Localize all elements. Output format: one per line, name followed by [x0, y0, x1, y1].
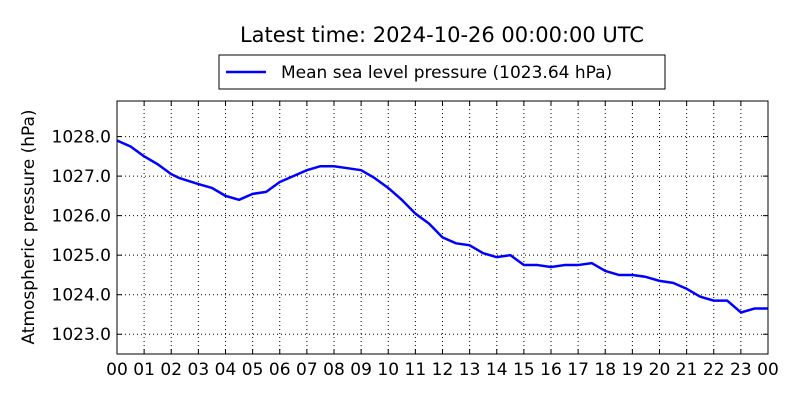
x-tick-label: 06: [269, 360, 291, 380]
x-tick-label: 00: [106, 360, 128, 380]
y-axis-label: Atmospheric pressure (hPa): [19, 109, 39, 344]
series-line-pressure: [116, 139, 768, 314]
x-tick-label: 19: [622, 360, 644, 380]
y-tick-label: 1024.0: [52, 286, 111, 306]
x-tick-label: 10: [377, 360, 399, 380]
x-tick-label: 08: [323, 360, 345, 380]
y-tick-labels: 1023.0 1024.0 1025.0 1026.0 1027.0 1028.0: [52, 128, 111, 346]
x-tick-label: 17: [567, 360, 589, 380]
x-tick-labels: 00 01 02 03 04 05 06 07 08 09 10 11 12 13 14 15 16 17 18 19…: [106, 360, 779, 380]
x-tick-label: 16: [540, 360, 562, 380]
x-tick-label: 09: [350, 360, 372, 380]
x-tick-label: 15: [513, 360, 535, 380]
y-tick-label: 1025.0: [52, 246, 111, 266]
x-tick-label: 20: [649, 360, 671, 380]
y-tick-label: 1026.0: [52, 207, 111, 227]
legend-box: [218, 54, 666, 90]
x-tick-label: 12: [432, 360, 454, 380]
y-tick-label: 1028.0: [52, 128, 111, 148]
x-tick-label: 23: [730, 360, 752, 380]
axis-ticks: [116, 101, 769, 354]
x-tick-label: 00: [757, 360, 779, 380]
x-tick-label: 03: [188, 360, 210, 380]
chart-title: Latest time: 2024-10-26 00:00:00 UTC: [240, 23, 644, 47]
x-tick-label: 05: [242, 360, 264, 380]
x-tick-label: 14: [486, 360, 508, 380]
x-tick-label: 13: [459, 360, 481, 380]
grid-lines: [117, 101, 768, 354]
legend-label: Mean sea level pressure (1023.64 hPa): [281, 63, 612, 83]
plot-lines: [116, 139, 768, 314]
y-tick-label: 1027.0: [52, 167, 111, 187]
x-tick-label: 22: [703, 360, 725, 380]
x-tick-label: 01: [133, 360, 155, 380]
x-tick-label: 18: [594, 360, 616, 380]
x-tick-label: 21: [676, 360, 698, 380]
y-tick-label: 1023.0: [52, 325, 111, 345]
x-tick-label: 02: [160, 360, 182, 380]
x-tick-label: 11: [405, 360, 427, 380]
plot-frame: [116, 100, 769, 355]
legend: Mean sea level pressure (1023.64 hPa): [218, 54, 666, 90]
x-tick-label: 04: [215, 360, 237, 380]
x-tick-label: 07: [296, 360, 318, 380]
